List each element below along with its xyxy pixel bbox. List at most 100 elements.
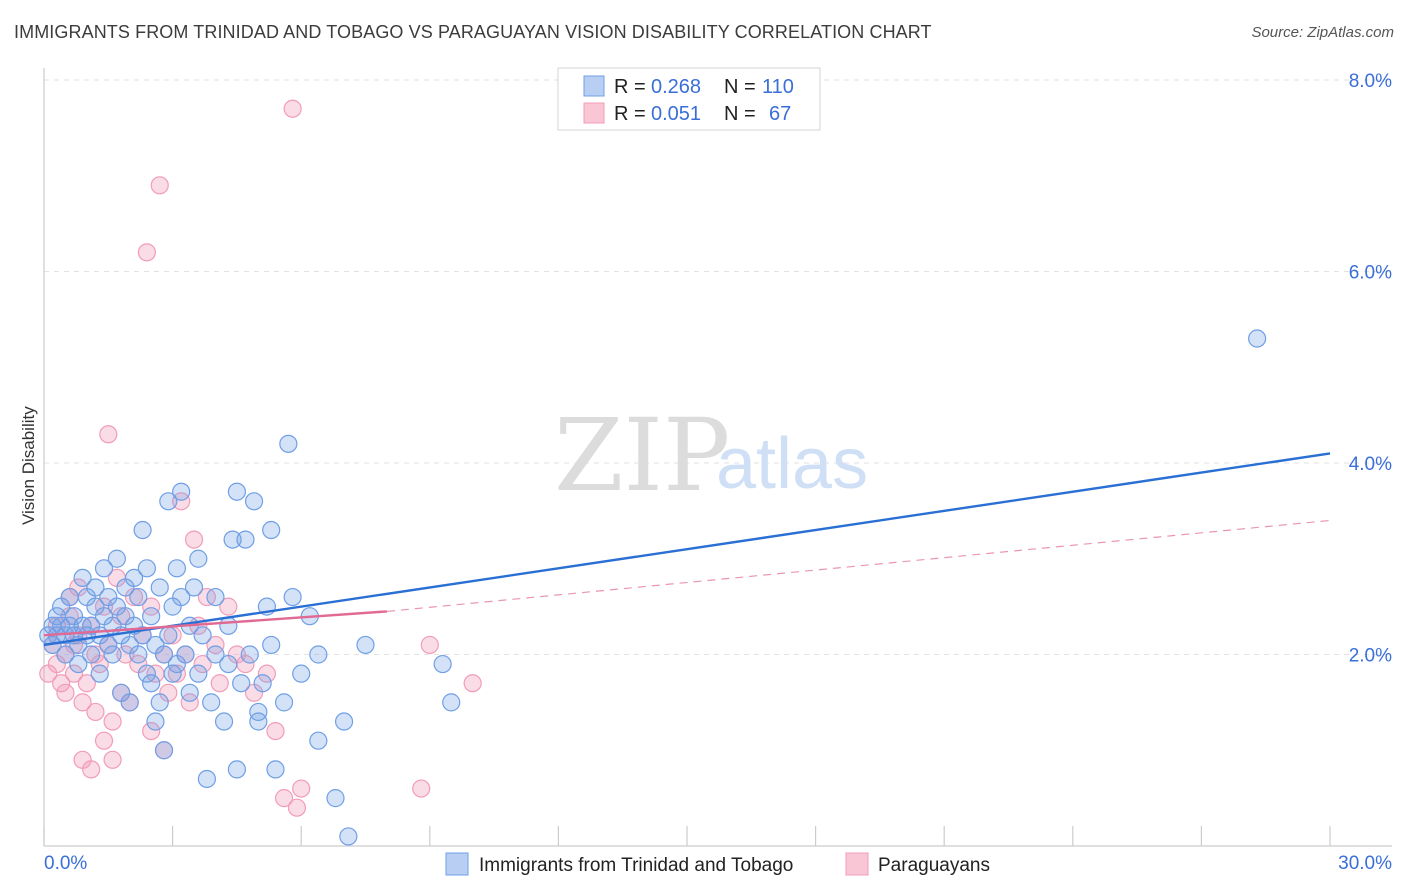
watermark-zip: ZIP: [554, 397, 730, 514]
legend-swatch-blue: [583, 75, 605, 97]
point-trinidad-86: [253, 674, 272, 693]
watermark-atlas: atlas: [716, 424, 868, 504]
point-paraguayans-13: [73, 693, 92, 712]
point-paraguayans-53: [210, 674, 229, 693]
point-trinidad-51: [150, 578, 169, 597]
point-trinidad-24: [90, 664, 109, 683]
bottom-legend-swatch-pink: [845, 852, 869, 876]
point-paraguayans-64: [412, 779, 431, 798]
point-trinidad-71: [202, 693, 221, 712]
point-paraguayans-58: [257, 664, 277, 683]
point-paraguayans-15: [77, 674, 96, 693]
point-trinidad-58: [163, 664, 182, 683]
point-trinidad-30: [103, 645, 122, 664]
point-trinidad-70: [197, 769, 216, 789]
point-trinidad-102: [433, 654, 452, 674]
point-trinidad-80: [232, 674, 251, 693]
point-trinidad-48: [142, 674, 161, 693]
point-paraguayans-10: [64, 664, 84, 683]
point-paraguayans-44: [167, 664, 186, 683]
point-trinidad-26: [94, 559, 114, 578]
top-legend: R = 0.268 N = 110 R = 0.051 N = 67: [557, 67, 821, 131]
y-axis-label: Vision Disability: [19, 406, 38, 525]
legend2-n-value: 67: [769, 103, 791, 125]
x-tick-label-1: 30.0%: [1338, 853, 1392, 874]
point-paraguayans-50: [193, 654, 212, 674]
point-trinidad-81: [236, 530, 255, 549]
point-trinidad-16: [73, 568, 92, 588]
point-trinidad-83: [244, 492, 264, 511]
point-trinidad-61: [172, 482, 191, 501]
x-ticks: [43, 826, 1331, 846]
point-paraguayans-17: [82, 760, 101, 779]
point-trinidad-42: [129, 645, 148, 664]
point-trinidad-79: [227, 482, 246, 501]
point-trinidad-72: [206, 587, 225, 607]
point-paraguayans-37: [142, 721, 161, 741]
point-trinidad-104: [1248, 329, 1267, 348]
trend-line-trinidad: [43, 452, 1331, 647]
point-trinidad-45: [137, 664, 156, 683]
source-label: Source: ZipAtlas.com: [1251, 24, 1394, 41]
point-trinidad-64: [180, 683, 199, 702]
point-trinidad-63: [176, 645, 195, 664]
point-paraguayans-23: [99, 425, 118, 444]
point-trinidad-39: [124, 568, 144, 588]
legend1-n-label: N =: [724, 76, 756, 98]
point-trinidad-56: [159, 626, 178, 645]
point-paraguayans-63: [292, 779, 311, 798]
gridlines: [44, 79, 1392, 655]
point-paraguayans-47: [180, 693, 199, 712]
point-trinidad-90: [266, 760, 285, 779]
point-paraguayans-19: [86, 702, 105, 722]
point-trinidad-78: [227, 760, 246, 779]
legend1-r-label: R =: [614, 76, 646, 98]
point-trinidad-46: [137, 559, 156, 578]
point-trinidad-103: [442, 693, 461, 712]
point-trinidad-50: [146, 712, 165, 731]
point-trinidad-8: [56, 645, 75, 664]
point-paraguayans-66: [463, 674, 482, 693]
point-trinidad-14: [69, 654, 88, 674]
trend-line-paraguayans-extended: [386, 519, 1331, 613]
x-tick-label-0: 0.0%: [44, 853, 87, 874]
point-trinidad-55: [159, 492, 178, 511]
point-paraguayans-54: [219, 597, 238, 616]
point-trinidad-74: [214, 712, 234, 731]
point-trinidad-101: [356, 635, 375, 655]
bottom-legend: Immigrants from Trinidad and Tobago Para…: [445, 852, 990, 876]
point-paraguayans-62: [287, 798, 307, 817]
y-tick-labels: 2.0% 4.0% 6.0% 8.0%: [1349, 71, 1392, 667]
point-trinidad-93: [283, 587, 302, 607]
axes: [43, 68, 1392, 847]
legend1-n-value: 110: [762, 76, 794, 98]
point-trinidad-82: [240, 645, 259, 664]
legend-swatch-pink: [583, 102, 605, 124]
point-trinidad-84: [249, 712, 268, 731]
point-trinidad-67: [189, 664, 208, 683]
point-trinidad-94: [292, 664, 311, 683]
point-trinidad-20: [82, 645, 101, 664]
legend2-r-value: 0.051: [651, 103, 701, 125]
point-trinidad-59: [167, 559, 186, 578]
bottom-legend-item1: Immigrants from Trinidad and Tobago: [479, 855, 793, 876]
bottom-legend-swatch-blue: [445, 852, 469, 876]
point-trinidad-22: [86, 578, 105, 597]
point-paraguayans-26: [103, 750, 122, 769]
point-trinidad-69: [193, 626, 212, 645]
trend-lines: [43, 452, 1331, 647]
point-paraguayans-60: [274, 789, 294, 808]
y-tick-label-0: 2.0%: [1349, 646, 1392, 667]
point-trinidad-99: [334, 712, 354, 731]
point-paraguayans-45: [172, 492, 191, 511]
point-trinidad-92: [279, 434, 298, 453]
point-paraguayans-36: [142, 597, 161, 616]
point-trinidad-98: [326, 789, 345, 808]
point-paraguayans-6: [56, 683, 75, 702]
point-paraguayans-61: [283, 99, 302, 118]
point-trinidad-89: [262, 520, 281, 540]
point-paraguayans-52: [206, 635, 225, 655]
point-paraguayans-25: [103, 712, 122, 731]
point-trinidad-75: [219, 654, 238, 674]
